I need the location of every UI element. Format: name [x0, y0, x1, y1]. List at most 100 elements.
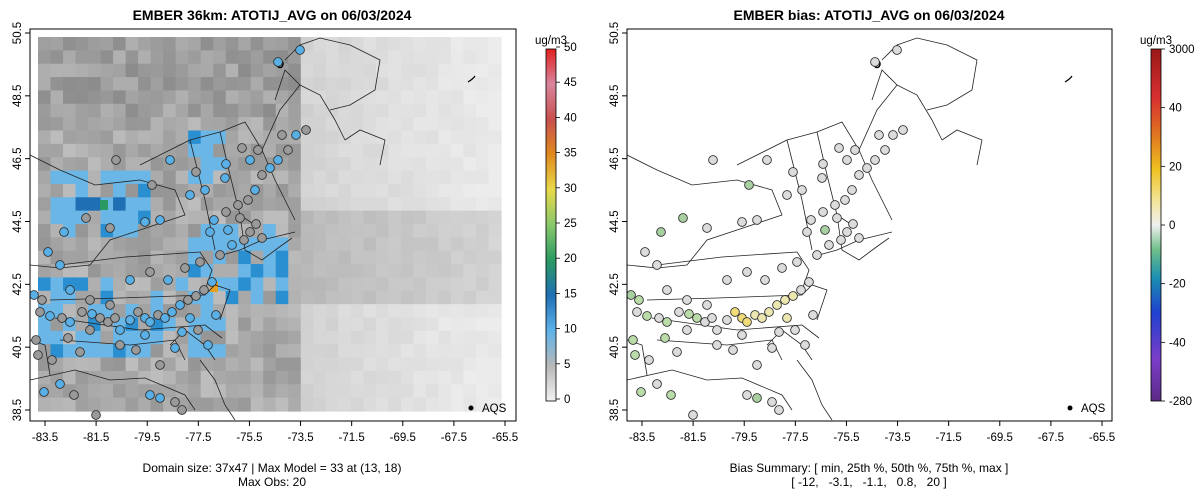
heatmap-cell	[163, 384, 177, 399]
y-tick-label: 44.5	[12, 210, 24, 232]
heatmap-cell	[63, 197, 77, 212]
heatmap-cell	[475, 250, 490, 265]
heatmap-cell	[125, 37, 139, 51]
heatmap-cell	[63, 237, 77, 252]
station-marker	[742, 317, 752, 327]
boundary-line	[199, 359, 236, 421]
heatmap-cell	[63, 304, 77, 319]
colorbar-tick-label: 45	[564, 77, 577, 89]
heatmap-cell	[188, 197, 202, 212]
heatmap-cell	[375, 304, 389, 319]
station-marker	[806, 215, 816, 225]
heatmap-cell	[413, 183, 427, 198]
heatmap-cell	[375, 50, 389, 65]
heatmap-cell	[350, 277, 364, 292]
station-marker	[195, 257, 205, 267]
heatmap-cell	[450, 304, 465, 319]
heatmap-cell	[425, 103, 440, 118]
heatmap-cell	[325, 170, 339, 185]
heatmap-cell	[413, 330, 427, 345]
aqs-legend-dot	[468, 405, 474, 411]
heatmap-cell	[38, 170, 52, 185]
heatmap-cell	[75, 143, 89, 158]
heatmap-cell	[275, 264, 289, 279]
heatmap-cell	[400, 304, 415, 319]
heatmap-cell	[488, 130, 502, 145]
heatmap-cell	[225, 384, 239, 399]
heatmap-cell	[425, 304, 440, 319]
heatmap-cell	[413, 290, 427, 305]
station-marker	[191, 167, 201, 177]
boundary-line	[54, 317, 223, 339]
heatmap-cell	[438, 170, 452, 185]
heatmap-cell	[50, 143, 64, 158]
heatmap-cell	[375, 90, 389, 105]
station-marker	[774, 327, 784, 337]
station-marker	[772, 300, 782, 310]
heatmap-cell	[263, 50, 277, 65]
heatmap-cell	[238, 77, 252, 92]
boundary-line	[221, 231, 296, 256]
heatmap-cell	[388, 210, 402, 225]
heatmap-cell	[425, 210, 440, 225]
station-marker	[818, 159, 828, 169]
x-tick-label: -69.5	[390, 432, 416, 444]
heatmap-cell	[350, 50, 364, 65]
heatmap-cell	[363, 304, 377, 319]
heatmap-cell	[288, 63, 302, 78]
station-marker	[630, 350, 640, 360]
heatmap-cell	[150, 290, 164, 305]
heatmap-cell	[425, 37, 440, 51]
heatmap-cell	[75, 37, 89, 51]
heatmap-cell	[450, 37, 465, 51]
station-marker	[145, 390, 155, 400]
heatmap-cell	[238, 384, 252, 399]
heatmap-cell	[438, 224, 452, 238]
heatmap-cell	[288, 290, 302, 305]
heatmap-cell	[175, 370, 189, 385]
heatmap-cell	[463, 250, 477, 265]
colorbar-tick-label: 25	[564, 218, 577, 230]
x-tick-label: -67.5	[1038, 432, 1064, 444]
heatmap-cell	[88, 357, 102, 372]
heatmap-cell	[450, 117, 465, 132]
right-y-axis: 38.5 40.5 42.5 44.5 46.5 48.5 50.5	[609, 22, 627, 421]
station-marker	[155, 215, 165, 225]
heatmap-cell	[163, 250, 177, 265]
heatmap-cell	[300, 250, 314, 265]
station-marker	[802, 227, 812, 237]
colorbar-tick-label: 3000	[1169, 44, 1195, 56]
heatmap-cell	[450, 384, 465, 399]
station-marker	[777, 263, 787, 273]
heatmap-cell	[413, 250, 427, 265]
heatmap-cell	[138, 143, 152, 158]
station-marker	[840, 195, 850, 205]
heatmap-cell	[313, 384, 327, 399]
heatmap-cell	[125, 63, 139, 78]
heatmap-cell	[200, 397, 214, 412]
heatmap-cell	[325, 397, 339, 412]
station-marker	[702, 300, 712, 310]
heatmap-cell	[88, 143, 102, 158]
heatmap-cell	[300, 330, 314, 345]
boundary-line	[169, 329, 216, 361]
heatmap-cell	[238, 183, 252, 198]
heatmap-cell	[463, 170, 477, 185]
heatmap-cell	[113, 63, 127, 78]
heatmap-cell	[38, 370, 52, 385]
heatmap-cell	[188, 90, 202, 105]
heatmap-cell	[113, 170, 127, 185]
heatmap-cell	[238, 317, 252, 332]
heatmap-cell	[275, 103, 289, 118]
heatmap-cell	[213, 237, 227, 252]
heatmap-cell	[188, 237, 202, 252]
heatmap-cell	[425, 250, 440, 265]
colorbar-tick-label: 50	[564, 42, 577, 54]
heatmap-cell	[438, 277, 452, 292]
heatmap-cell	[375, 210, 389, 225]
station-marker	[870, 57, 880, 67]
heatmap-cell	[313, 344, 327, 359]
heatmap-cell	[350, 330, 364, 345]
heatmap-cell	[50, 397, 64, 412]
heatmap-cell	[350, 304, 364, 319]
